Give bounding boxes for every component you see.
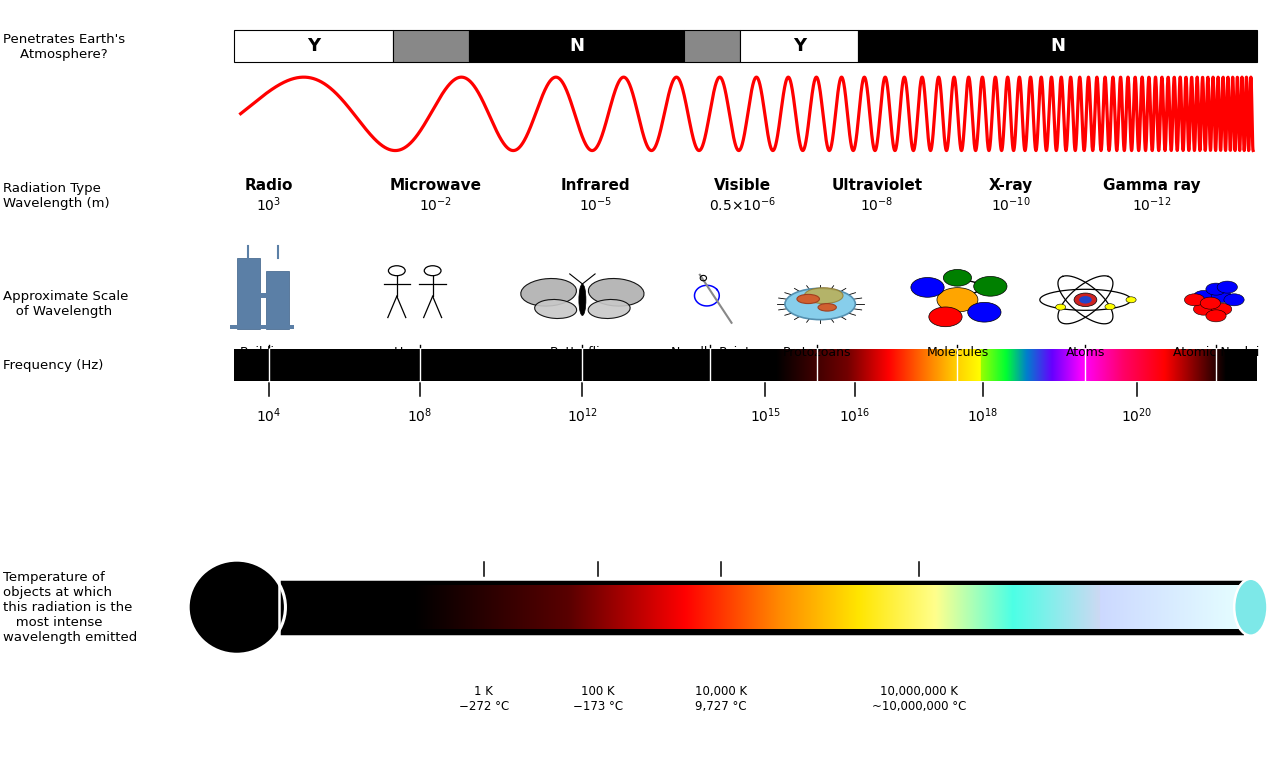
Bar xyxy=(237,258,260,329)
Ellipse shape xyxy=(804,288,844,304)
Circle shape xyxy=(1056,304,1066,310)
Bar xyxy=(393,30,470,62)
Ellipse shape xyxy=(1234,578,1267,636)
Text: Approximate Scale
   of Wavelength: Approximate Scale of Wavelength xyxy=(3,290,128,317)
Text: 0.5×10$^{-6}$: 0.5×10$^{-6}$ xyxy=(709,196,776,214)
Bar xyxy=(252,293,287,298)
Text: 10$^{15}$: 10$^{15}$ xyxy=(750,406,781,425)
Bar xyxy=(741,30,858,62)
Bar xyxy=(279,578,1244,636)
Bar xyxy=(230,325,294,329)
Ellipse shape xyxy=(797,294,819,304)
Text: 10$^{-5}$: 10$^{-5}$ xyxy=(579,196,612,214)
Text: 10$^{8}$: 10$^{8}$ xyxy=(407,406,433,425)
Text: 10,000 K
9,727 °C: 10,000 K 9,727 °C xyxy=(695,685,746,713)
Text: Y: Y xyxy=(307,37,320,55)
Bar xyxy=(858,30,1257,62)
Ellipse shape xyxy=(579,284,586,316)
Text: Radiation Type
Wavelength (m): Radiation Type Wavelength (m) xyxy=(3,182,109,209)
Text: 100 K
−173 °C: 100 K −173 °C xyxy=(572,685,623,713)
Text: Temperature of
objects at which
this radiation is the
   most intense
wavelength: Temperature of objects at which this rad… xyxy=(3,571,137,644)
Text: Buildings: Buildings xyxy=(241,346,297,360)
Circle shape xyxy=(943,269,972,286)
Text: 10$^{-2}$: 10$^{-2}$ xyxy=(419,196,452,214)
Circle shape xyxy=(911,278,945,298)
Text: 10$^{-10}$: 10$^{-10}$ xyxy=(992,196,1030,214)
Circle shape xyxy=(1206,283,1226,295)
Text: Molecules: Molecules xyxy=(927,346,988,360)
Bar xyxy=(234,349,1257,381)
Text: Radio: Radio xyxy=(244,178,293,194)
Text: 1 K
−272 °C: 1 K −272 °C xyxy=(458,685,509,713)
Text: Atomic Nuclei: Atomic Nuclei xyxy=(1172,346,1260,360)
Circle shape xyxy=(1206,310,1226,322)
Text: Y: Y xyxy=(792,37,806,55)
Text: 10$^{20}$: 10$^{20}$ xyxy=(1121,406,1152,425)
Text: 10$^{16}$: 10$^{16}$ xyxy=(840,406,870,425)
Circle shape xyxy=(1224,294,1244,306)
Text: 10$^{-8}$: 10$^{-8}$ xyxy=(860,196,893,214)
Text: Penetrates Earth's
    Atmosphere?: Penetrates Earth's Atmosphere? xyxy=(3,33,124,61)
Circle shape xyxy=(937,288,978,312)
Circle shape xyxy=(1193,303,1213,315)
Bar xyxy=(266,271,289,329)
Circle shape xyxy=(1079,296,1092,304)
Text: 10$^{4}$: 10$^{4}$ xyxy=(256,406,282,425)
Circle shape xyxy=(929,307,963,326)
Text: Infrared: Infrared xyxy=(561,178,630,194)
Bar xyxy=(685,30,741,62)
Text: Microwave: Microwave xyxy=(389,178,481,194)
Text: Frequency (Hz): Frequency (Hz) xyxy=(3,358,102,372)
Ellipse shape xyxy=(521,279,576,306)
Ellipse shape xyxy=(589,279,644,306)
Text: Visible: Visible xyxy=(714,178,771,194)
Circle shape xyxy=(974,276,1007,296)
Text: Gamma ray: Gamma ray xyxy=(1103,178,1201,194)
Circle shape xyxy=(1211,303,1231,315)
Bar xyxy=(470,30,685,62)
Ellipse shape xyxy=(785,288,855,320)
Text: Butterflies: Butterflies xyxy=(550,346,614,360)
Text: N: N xyxy=(570,37,585,55)
Bar xyxy=(234,30,393,62)
Text: 10$^{3}$: 10$^{3}$ xyxy=(256,196,282,214)
Text: 10$^{12}$: 10$^{12}$ xyxy=(567,406,598,425)
Ellipse shape xyxy=(589,300,630,319)
Circle shape xyxy=(1074,293,1097,307)
Text: 10$^{18}$: 10$^{18}$ xyxy=(968,406,998,425)
Circle shape xyxy=(1217,281,1238,293)
Ellipse shape xyxy=(188,560,285,654)
Circle shape xyxy=(1211,291,1231,303)
Circle shape xyxy=(1126,297,1137,303)
Text: Atoms: Atoms xyxy=(1066,346,1105,360)
Text: Ultraviolet: Ultraviolet xyxy=(831,178,923,194)
Circle shape xyxy=(1184,294,1204,306)
Text: 10$^{-12}$: 10$^{-12}$ xyxy=(1133,196,1171,214)
Text: N: N xyxy=(1050,37,1065,55)
Circle shape xyxy=(1201,297,1221,309)
Circle shape xyxy=(968,302,1001,322)
Text: X-ray: X-ray xyxy=(989,178,1033,194)
Circle shape xyxy=(1193,291,1213,303)
Circle shape xyxy=(1105,304,1115,310)
Ellipse shape xyxy=(535,300,576,319)
Ellipse shape xyxy=(818,304,836,311)
Text: 10,000,000 K
~10,000,000 °C: 10,000,000 K ~10,000,000 °C xyxy=(872,685,966,713)
Text: Humans: Humans xyxy=(394,346,445,360)
Text: Needle Point: Needle Point xyxy=(671,346,750,360)
Text: Protozoans: Protozoans xyxy=(782,346,851,360)
